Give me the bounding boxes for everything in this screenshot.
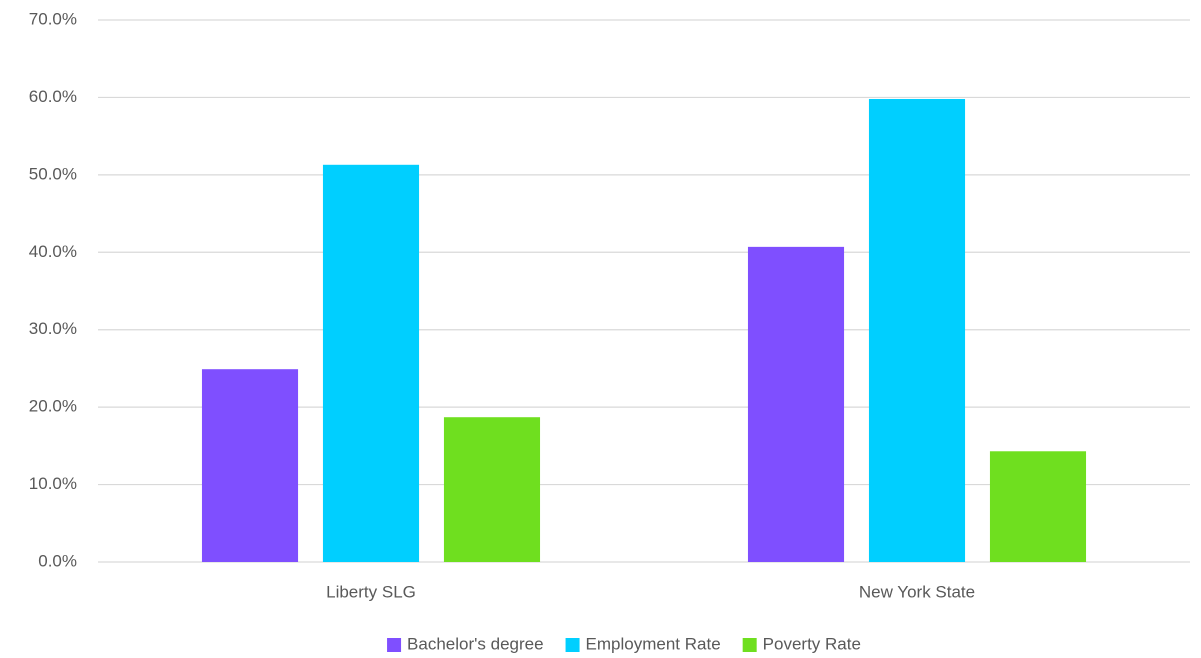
y-tick-label: 20.0%: [29, 397, 77, 416]
legend-swatch: [742, 638, 757, 652]
y-tick-label: 30.0%: [29, 319, 77, 338]
y-tick-label: 70.0%: [29, 9, 77, 28]
x-tick-label: New York State: [859, 582, 975, 601]
legend-label: Bachelor's degree: [407, 634, 544, 653]
y-tick-label: 10.0%: [29, 474, 77, 493]
legend-swatch: [565, 638, 580, 652]
y-tick-label: 0.0%: [38, 551, 77, 570]
bar: [322, 164, 420, 562]
bar: [868, 98, 966, 562]
y-tick-label: 40.0%: [29, 242, 77, 261]
y-tick-label: 60.0%: [29, 87, 77, 106]
legend-label: Employment Rate: [586, 634, 721, 653]
y-tick-label: 50.0%: [29, 164, 77, 183]
bar: [443, 417, 541, 562]
bar: [989, 451, 1087, 562]
legend-label: Poverty Rate: [763, 634, 861, 653]
legend-swatch: [387, 638, 402, 652]
bar: [747, 246, 845, 562]
x-tick-label: Liberty SLG: [326, 582, 416, 601]
bar: [201, 369, 299, 562]
